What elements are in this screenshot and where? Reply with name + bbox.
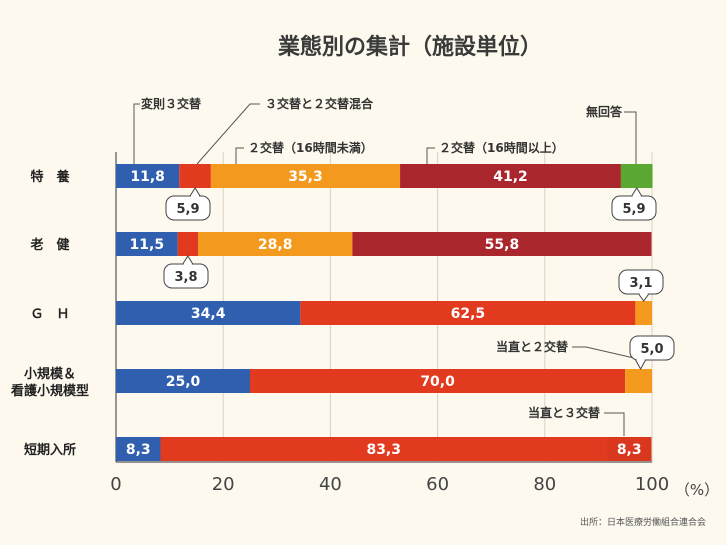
legend-label-mixed: ３交替と２交替混合 bbox=[265, 96, 374, 111]
callout-value: 5,0 bbox=[640, 342, 663, 357]
category-label: Ｇ Ｈ bbox=[30, 307, 69, 322]
bar-segment bbox=[352, 232, 652, 256]
bar-value-label: 41,2 bbox=[493, 169, 528, 185]
category-label: 特 養 bbox=[30, 169, 69, 185]
bar-segment bbox=[116, 437, 161, 461]
value-callout: 3,1 bbox=[618, 269, 664, 302]
legend-label-toc2: 当直と２交替 bbox=[496, 339, 569, 354]
x-tick-label: 0 bbox=[110, 474, 121, 495]
value-callout: 5,0 bbox=[629, 335, 675, 371]
legend-label-under16: ２交替（16時間未満） bbox=[248, 140, 373, 155]
leader-line bbox=[133, 103, 140, 164]
source-note: 出所：日本医療労働組合連合会 bbox=[580, 516, 706, 528]
x-tick-label: 60 bbox=[426, 474, 449, 495]
bar-value-label: 25,0 bbox=[166, 374, 201, 390]
callout-value: 5,9 bbox=[622, 202, 645, 217]
legend-label-henso: 変則３交替 bbox=[141, 96, 202, 111]
bar-value-label: 55,8 bbox=[485, 237, 520, 253]
callout-layer: 5,9 5,9 3,8 3,1 5,0 bbox=[163, 187, 675, 371]
bar-value-label: 62,5 bbox=[451, 306, 486, 322]
bar-value-label: 28,8 bbox=[258, 237, 293, 253]
value-callout: 5,9 bbox=[165, 187, 211, 221]
chart-title: 業態別の集計（施設単位） bbox=[278, 34, 542, 60]
legend-annotations: 変則３交替 ３交替と２交替混合 ２交替（16時間未満） ２交替（16時間以上） 無回答当… bbox=[133, 96, 637, 436]
callout-value: 3,8 bbox=[174, 270, 197, 285]
bar-value-label: 34,4 bbox=[191, 306, 226, 322]
legend-label-toc3: 当直と３交替 bbox=[528, 405, 601, 420]
bar-segment bbox=[116, 232, 178, 256]
bar-segment bbox=[198, 232, 353, 256]
x-tick-label: 40 bbox=[319, 474, 342, 495]
callout-pointer bbox=[637, 293, 650, 302]
bar-segment bbox=[160, 437, 607, 461]
bar-segment bbox=[635, 301, 652, 325]
leader-line bbox=[624, 111, 637, 164]
leader-line bbox=[235, 147, 244, 164]
bar-value-label: 8,3 bbox=[126, 442, 151, 458]
category-label: 短期入所 bbox=[24, 442, 76, 458]
bar-value-label: 83,3 bbox=[366, 442, 401, 458]
leader-line bbox=[604, 412, 625, 436]
legend-label-over16: ２交替（16時間以上） bbox=[439, 140, 564, 155]
bars-layer: 11,8 35,3 41,2 11,5 28,8 55,8 34,4 62,5 25,0 70,0… bbox=[116, 164, 653, 461]
callout-box bbox=[629, 335, 675, 361]
bar-segment bbox=[300, 301, 636, 325]
bar-segment bbox=[116, 164, 180, 188]
x-tick-label: 80 bbox=[533, 474, 556, 495]
x-axis-unit: （%） bbox=[675, 481, 719, 499]
x-tick-label: 100 bbox=[635, 474, 669, 495]
bar-segment bbox=[606, 437, 652, 461]
callout-pointer bbox=[181, 255, 194, 265]
callout-value: 3,1 bbox=[629, 276, 652, 291]
bar-segment bbox=[400, 164, 621, 188]
value-callout: 5,9 bbox=[611, 187, 657, 221]
bar-segment bbox=[116, 369, 250, 393]
legend-label-noanswer: 無回答 bbox=[586, 104, 623, 119]
leader-line bbox=[572, 346, 635, 359]
category-label: 老 健 bbox=[29, 237, 69, 253]
bar-value-label: 70,0 bbox=[420, 374, 455, 390]
x-tick-labels: 0 20 40 60 80 100 bbox=[110, 474, 669, 495]
callout-pointer bbox=[630, 187, 643, 197]
category-label: 小規模＆看護小規模型 bbox=[11, 366, 89, 399]
bar-segment bbox=[620, 164, 653, 188]
bar-segment bbox=[116, 301, 301, 325]
bar-segment bbox=[250, 369, 626, 393]
leader-line bbox=[196, 103, 260, 165]
callout-pointer bbox=[189, 187, 201, 197]
callout-pointer bbox=[634, 359, 647, 371]
bar-value-label: 11,8 bbox=[130, 169, 165, 185]
bar-value-label: 8,3 bbox=[617, 442, 642, 458]
bar-segment bbox=[625, 369, 652, 393]
callout-value: 5,9 bbox=[176, 202, 199, 217]
leader-line bbox=[426, 147, 435, 164]
callout-box bbox=[165, 195, 211, 221]
bar-value-label: 35,3 bbox=[288, 169, 323, 185]
value-callout: 3,8 bbox=[163, 255, 209, 289]
bar-value-label: 11,5 bbox=[130, 237, 165, 253]
bar-segment bbox=[210, 164, 401, 188]
bar-segment bbox=[177, 232, 199, 256]
bar-segment bbox=[179, 164, 211, 188]
x-tick-label: 20 bbox=[212, 474, 235, 495]
